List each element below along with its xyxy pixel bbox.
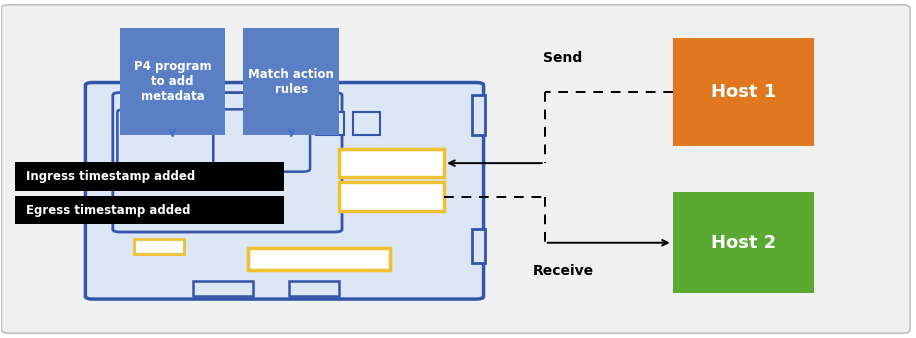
FancyBboxPatch shape xyxy=(85,82,484,299)
Bar xyxy=(15,162,285,191)
FancyBboxPatch shape xyxy=(113,93,342,232)
Bar xyxy=(339,183,444,211)
Bar xyxy=(472,230,485,263)
Bar xyxy=(339,149,444,177)
Bar xyxy=(316,112,344,136)
Bar xyxy=(134,239,184,255)
Bar xyxy=(353,112,380,136)
Bar xyxy=(289,281,339,296)
Bar xyxy=(472,95,485,136)
FancyBboxPatch shape xyxy=(2,5,910,333)
Text: Ingress timestamp added: Ingress timestamp added xyxy=(26,170,195,183)
FancyBboxPatch shape xyxy=(213,109,310,172)
Bar xyxy=(672,38,814,146)
Text: Send: Send xyxy=(543,51,583,65)
Text: Egress timestamp added: Egress timestamp added xyxy=(26,203,191,217)
Text: Host 1: Host 1 xyxy=(711,83,776,101)
Text: Receive: Receive xyxy=(532,264,594,278)
Text: Host 2: Host 2 xyxy=(711,234,776,252)
Bar xyxy=(120,28,225,136)
Text: Match action
rules: Match action rules xyxy=(248,68,334,96)
Bar xyxy=(193,281,253,296)
FancyBboxPatch shape xyxy=(117,109,214,172)
Bar xyxy=(244,28,339,136)
Bar xyxy=(248,248,389,270)
Bar xyxy=(15,196,285,224)
Bar xyxy=(672,192,814,293)
Text: P4 program
to add
metadata: P4 program to add metadata xyxy=(134,61,212,103)
